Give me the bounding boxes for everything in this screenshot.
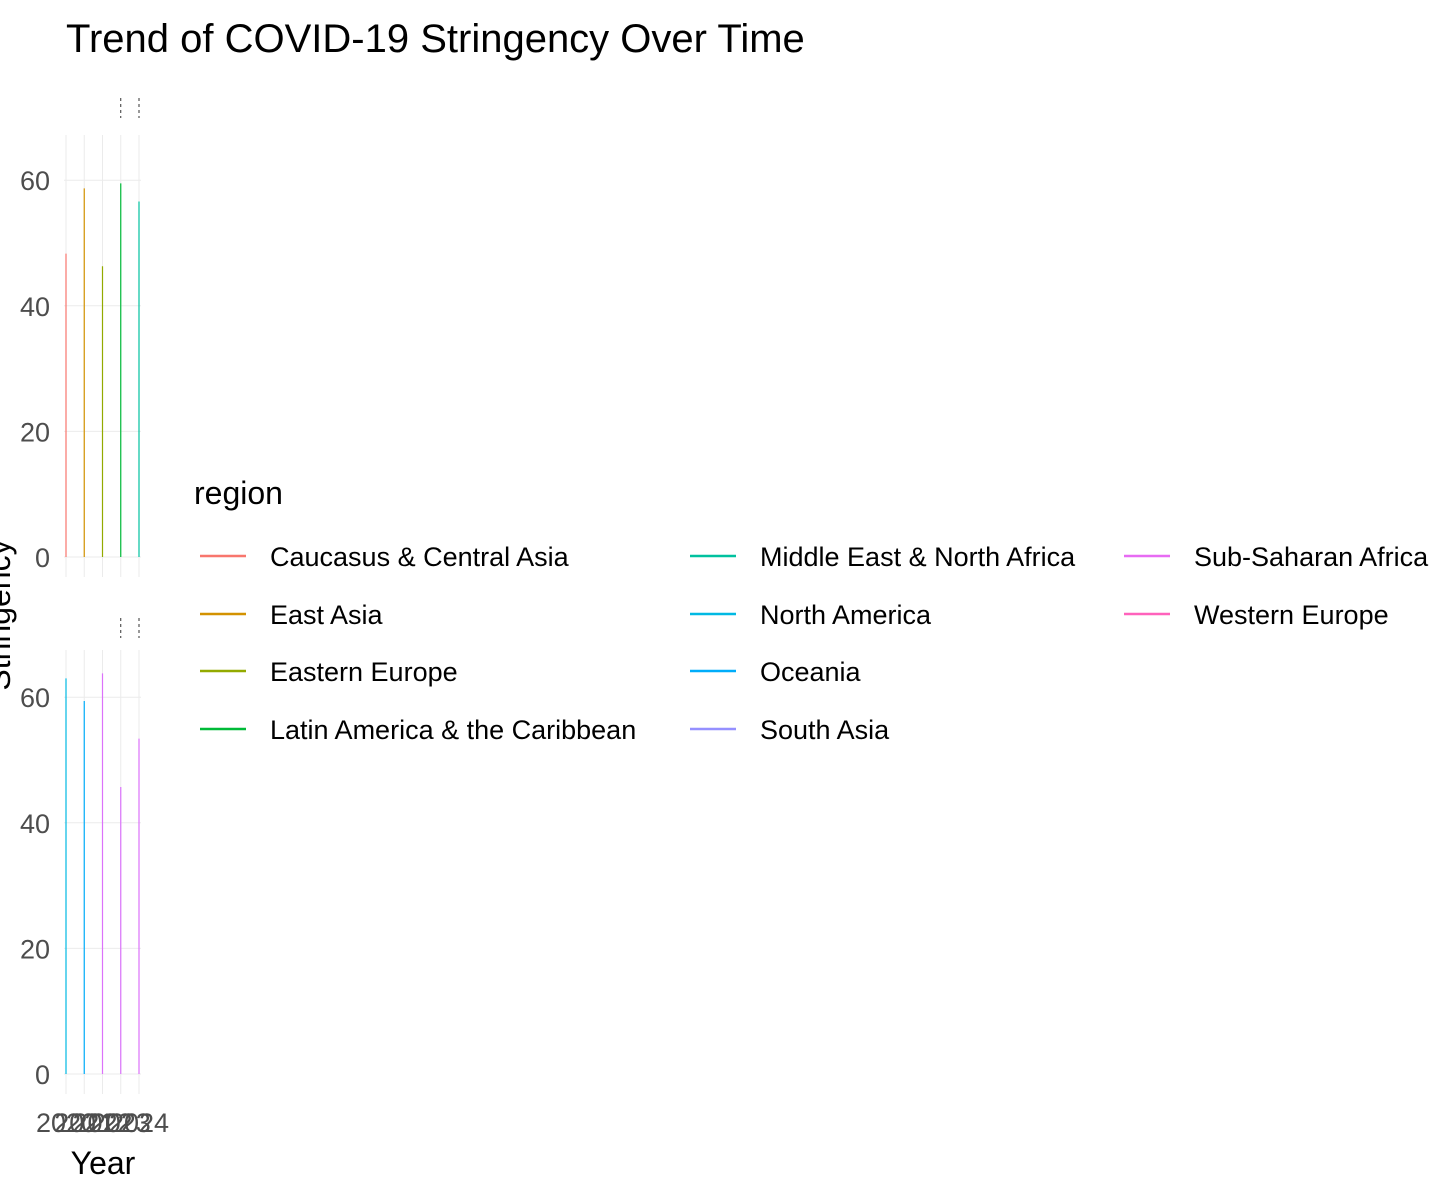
- y-tick-label: 0: [35, 543, 50, 573]
- x-tick-label: 2020: [36, 1108, 96, 1138]
- facet-panel: 0 20 40 60: [20, 618, 141, 1094]
- legend-label: Oceania: [760, 657, 862, 687]
- legend-label: South Asia: [760, 715, 890, 745]
- y-tick-label: 60: [20, 166, 50, 196]
- chart-title: Trend of COVID-19 Stringency Over Time: [66, 17, 805, 61]
- x-axis-label: Year: [71, 1145, 136, 1181]
- y-tick-label: 20: [20, 417, 50, 447]
- legend-label: Eastern Europe: [270, 657, 458, 687]
- legend-label: Western Europe: [1194, 600, 1389, 630]
- legend: region Caucasus & Central Asia East Asia E…: [194, 475, 1429, 745]
- legend-label: Caucasus & Central Asia: [270, 542, 570, 572]
- legend-label: East Asia: [270, 600, 384, 630]
- y-tick-label: 60: [20, 683, 50, 713]
- y-axis-label: Stringency: [0, 539, 17, 690]
- facet-panel: 0 20 40 60: [20, 98, 141, 577]
- x-tick-label: 2023: [91, 1108, 151, 1138]
- y-tick-label: 40: [20, 292, 50, 322]
- legend-label: Middle East & North Africa: [760, 542, 1076, 572]
- y-tick-label: 0: [35, 1060, 50, 1090]
- x-tick-label: 2021: [54, 1108, 114, 1138]
- x-tick-label: 2022: [72, 1108, 132, 1138]
- x-tick-label: 2024: [109, 1108, 169, 1138]
- y-tick-label: 20: [20, 934, 50, 964]
- legend-label: Sub-Saharan Africa: [1194, 542, 1429, 572]
- legend-label: Latin America & the Caribbean: [270, 715, 636, 745]
- legend-title: region: [194, 475, 283, 511]
- y-tick-label: 40: [20, 809, 50, 839]
- legend-label: North America: [760, 600, 932, 630]
